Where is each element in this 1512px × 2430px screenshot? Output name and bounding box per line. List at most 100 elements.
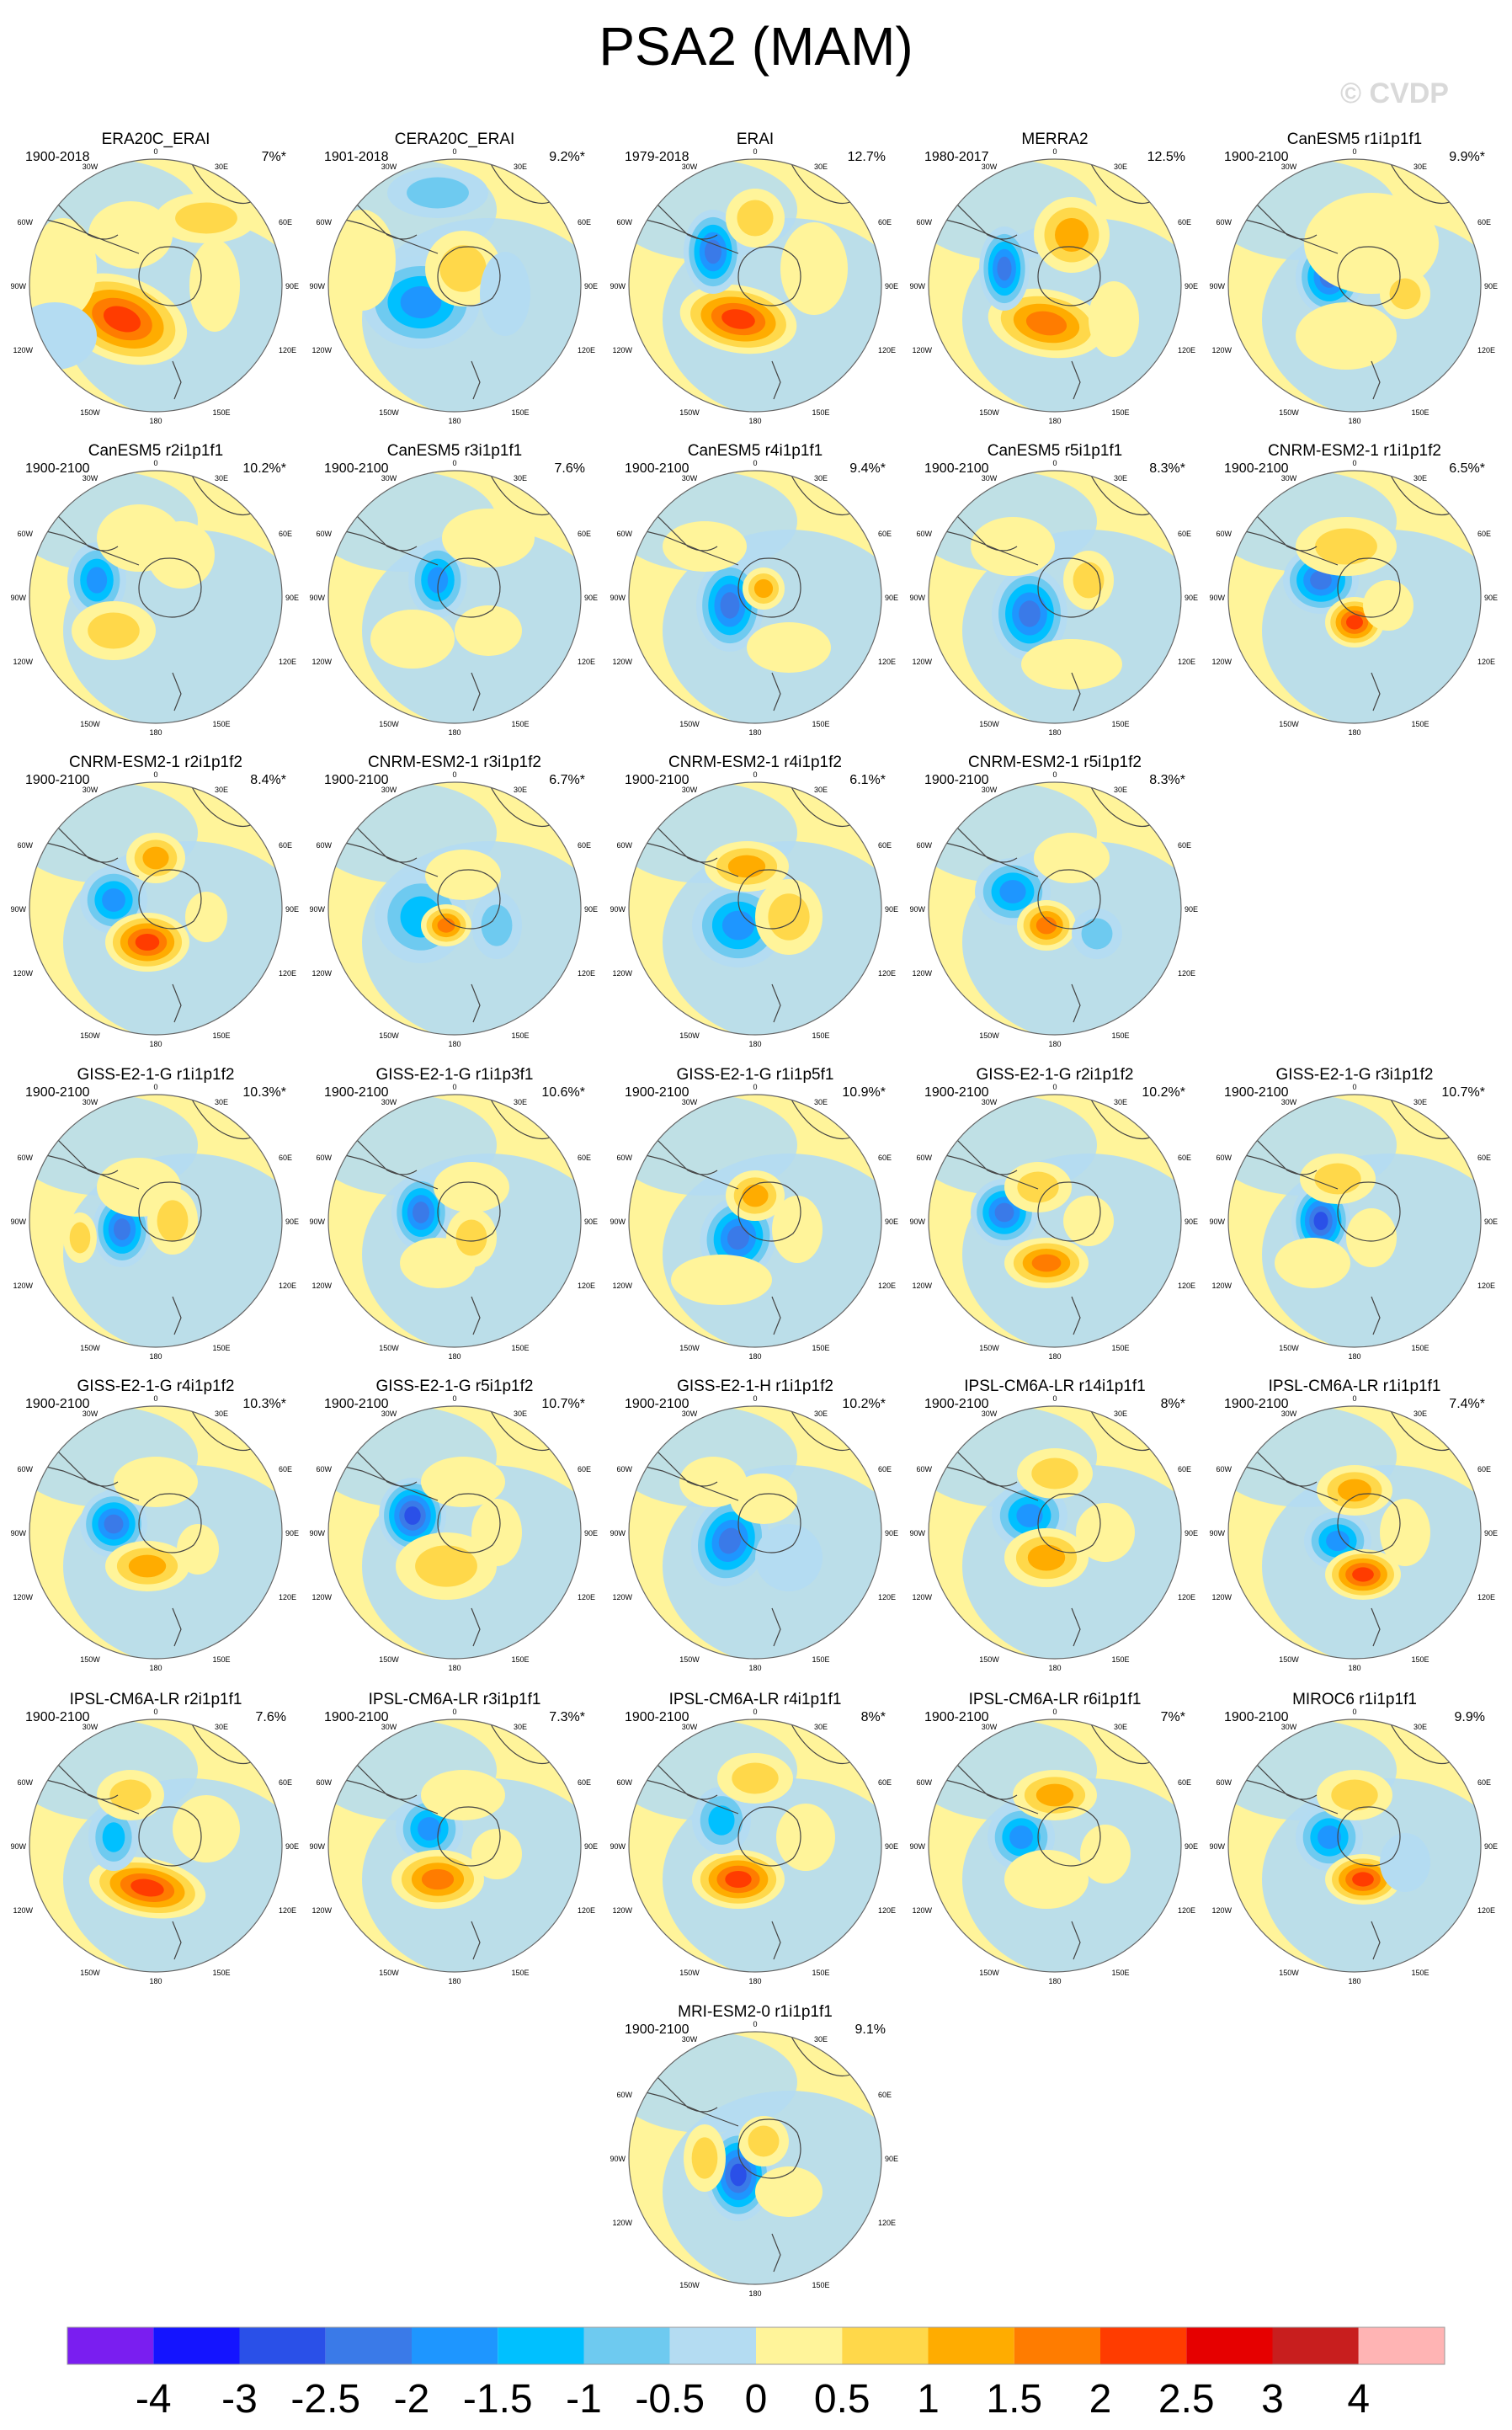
australia-coastline [538,992,581,1027]
longitude-label: 0 [753,2020,757,2028]
map-border [628,2031,882,2285]
australia-coastline [239,1304,282,1340]
colorbar-tick-label: -2.5 [290,2377,360,2422]
colorbar-tick-label: -1 [566,2377,602,2422]
longitude-label: 30W [682,786,698,794]
longitude-label: 0 [1352,1394,1356,1403]
longitude-label: 120E [1477,1593,1495,1601]
anomaly-contour [455,605,522,656]
longitude-label: 60W [316,841,332,850]
longitude-label: 90W [610,1842,626,1851]
anomaly-contour [732,1762,779,1794]
longitude-label: 150W [1279,1344,1299,1352]
colorbar-tick-label: 1 [917,2377,940,2422]
longitude-label: 0 [1352,459,1356,467]
new-zealand-coastline [172,983,182,1023]
anomaly-contour [481,904,513,946]
antarctica-coastline [1037,1493,1101,1553]
panel-title: MERRA2 [1021,131,1088,148]
longitude-label: 30W [1281,474,1297,482]
australia-coastline [1138,992,1181,1027]
longitude-label: 30W [83,163,98,171]
longitude-label: 90W [909,594,925,602]
anomaly-contour [1089,281,1139,357]
longitude-label: 0 [753,1708,757,1716]
panel-explained-variance: 6.1%* [849,773,886,787]
longitude-label: 150W [379,1344,399,1352]
longitude-label: 30E [215,1723,228,1731]
longitude-label: 60W [1216,218,1232,226]
longitude-label: 60E [279,841,292,850]
longitude-label: 150E [511,1969,529,1977]
australia-coastline [839,992,881,1027]
longitude-label: 30E [514,1410,527,1418]
new-zealand-coastline [771,672,781,711]
panel-period: 1900-2100 [625,1397,689,1411]
longitude-label: 30W [381,1098,397,1106]
anomaly-contour [730,1473,797,1524]
panel-period: 1900-2100 [1224,1710,1289,1724]
anomaly-contour [1031,1457,1078,1489]
australia-coastline [1138,1616,1181,1651]
longitude-label: 60W [616,530,632,538]
panel-explained-variance: 12.5% [1147,150,1185,164]
longitude-label: 60E [1477,1154,1491,1162]
longitude-label: 120E [1477,1906,1495,1915]
longitude-label: 90E [584,1842,598,1851]
map-border [327,1405,582,1660]
longitude-label: 90W [309,282,325,290]
antarctica-coastline [1037,1806,1101,1867]
longitude-label: 90E [885,594,898,602]
longitude-label: 0 [1352,1708,1356,1716]
anomaly-contour [1017,1171,1059,1203]
panel-explained-variance: 10.2%* [1142,1085,1185,1100]
australia-coastline [839,1304,881,1340]
longitude-label: 30W [682,1410,698,1418]
colorbar-tick-label: 4 [1347,2377,1370,2422]
anomaly-contour [1326,1530,1350,1552]
longitude-label: 180 [448,728,461,737]
longitude-label: 90W [909,905,925,914]
colorbar-tick-label: 1.5 [986,2377,1042,2422]
anomaly-contour [708,1805,735,1836]
panel-title: ERA20C_ERAI [102,131,210,148]
panel-title: GISS-E2-1-H r1i1p1f2 [677,1378,833,1395]
new-zealand-coastline [471,672,481,711]
panel-title: GISS-E2-1-G r5i1p1f2 [376,1378,534,1395]
anomaly-contour [471,1499,522,1566]
map-border [1227,1405,1482,1660]
anomaly-contour [1081,918,1113,950]
longitude-label: 120W [912,1906,932,1915]
longitude-label: 60E [578,218,591,226]
anomaly-contour [407,177,469,209]
australia-coastline [239,369,282,404]
longitude-label: 30E [814,1098,828,1106]
colorbar-swatch [669,2327,756,2364]
panel-explained-variance: 7.6% [555,461,585,476]
longitude-label: 60E [578,1465,591,1473]
panel-title: MIROC6 r1i1p1f1 [1292,1691,1417,1708]
new-zealand-coastline [1371,1296,1381,1335]
longitude-label: 90W [1209,1529,1225,1537]
longitude-label: 60E [1178,841,1191,850]
anomaly-contour [994,1202,1014,1223]
anomaly-contour [727,1225,750,1250]
panel-title: CERA20C_ERAI [395,131,515,148]
longitude-label: 120W [612,969,632,978]
anomaly-contour [1021,639,1122,690]
map-border [327,1094,582,1348]
longitude-label: 90W [610,1529,626,1537]
longitude-label: 60E [878,841,892,850]
anomaly-contour [128,1554,167,1578]
longitude-label: 90E [885,905,898,914]
panel-explained-variance: 12.7% [848,150,886,164]
longitude-label: 120E [1178,346,1195,354]
longitude-label: 30W [682,163,698,171]
panel-title: MRI-ESM2-0 r1i1p1f1 [678,2003,833,2021]
new-zealand-coastline [172,360,182,400]
panel-period: 1900-2100 [1224,1085,1289,1100]
anomaly-contour [415,1545,477,1587]
anomaly-contour [1036,1783,1074,1807]
map-panel: IPSL-CM6A-LR r3i1p1f1 1900-2100 7.3%* 0 30W 3… [309,1691,598,1985]
